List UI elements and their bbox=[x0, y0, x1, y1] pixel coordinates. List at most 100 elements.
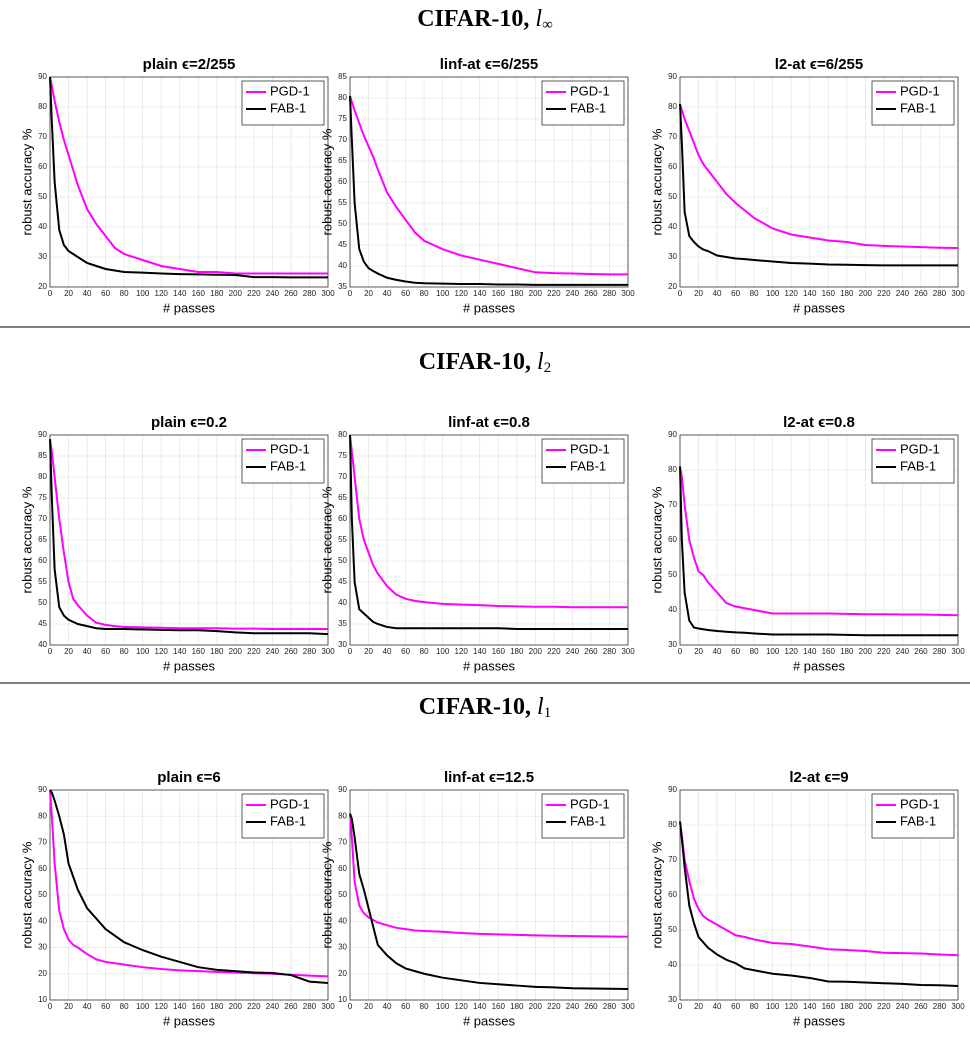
x-tick-label: 240 bbox=[896, 1002, 910, 1011]
y-tick-label: 80 bbox=[668, 465, 677, 474]
x-tick-label: 0 bbox=[48, 647, 53, 656]
x-tick-label: 20 bbox=[364, 289, 373, 298]
legend-label: FAB-1 bbox=[570, 458, 606, 473]
section-norm: l bbox=[537, 694, 544, 720]
y-tick-label: 40 bbox=[668, 960, 677, 969]
x-tick-label: 160 bbox=[192, 647, 206, 656]
x-tick-label: 160 bbox=[492, 647, 506, 656]
x-tick-label: 180 bbox=[840, 289, 854, 298]
y-axis-label: robust accuracy % bbox=[319, 486, 334, 593]
y-tick-label: 65 bbox=[338, 493, 347, 502]
x-tick-label: 100 bbox=[766, 647, 780, 656]
y-tick-label: 90 bbox=[668, 430, 677, 439]
x-tick-label: 120 bbox=[155, 647, 169, 656]
x-tick-label: 20 bbox=[64, 1002, 73, 1011]
legend-label: PGD-1 bbox=[900, 796, 940, 811]
x-tick-label: 300 bbox=[621, 289, 635, 298]
section-norm: l bbox=[537, 349, 544, 375]
x-tick-label: 120 bbox=[785, 647, 799, 656]
chart-title: l2-at ϵ=0.8 bbox=[783, 414, 855, 431]
x-axis-label: # passes bbox=[463, 300, 516, 315]
x-tick-label: 200 bbox=[529, 1002, 543, 1011]
legend-label: FAB-1 bbox=[900, 100, 936, 115]
legend bbox=[541, 793, 625, 839]
x-tick-label: 100 bbox=[436, 289, 450, 298]
x-axis-label: # passes bbox=[163, 1013, 216, 1028]
section-title: CIFAR-10, l2 bbox=[419, 349, 551, 377]
x-tick-label: 240 bbox=[566, 1002, 580, 1011]
x-tick-label: 20 bbox=[694, 1002, 703, 1011]
x-tick-label: 60 bbox=[731, 289, 740, 298]
y-tick-label: 40 bbox=[338, 261, 347, 270]
x-tick-label: 260 bbox=[284, 1002, 298, 1011]
y-tick-label: 75 bbox=[338, 114, 347, 123]
legend-label: FAB-1 bbox=[900, 813, 936, 828]
legend-label: PGD-1 bbox=[270, 441, 310, 456]
legend bbox=[241, 438, 325, 484]
x-tick-label: 140 bbox=[473, 289, 487, 298]
x-axis-label: # passes bbox=[793, 658, 846, 673]
x-tick-label: 240 bbox=[566, 647, 580, 656]
x-tick-label: 220 bbox=[877, 1002, 891, 1011]
legend-label: FAB-1 bbox=[900, 458, 936, 473]
legend bbox=[871, 438, 955, 484]
x-tick-label: 80 bbox=[120, 647, 129, 656]
x-tick-label: 140 bbox=[803, 289, 817, 298]
y-axis-label: robust accuracy % bbox=[19, 841, 34, 948]
x-tick-label: 0 bbox=[678, 647, 683, 656]
chart: 0 20 40 60 80 100 120 140 160 180 200 220 240 260 280 3… bbox=[19, 769, 335, 1028]
legend-label: FAB-1 bbox=[570, 813, 606, 828]
x-tick-label: 120 bbox=[155, 1002, 169, 1011]
y-tick-label: 90 bbox=[38, 430, 47, 439]
x-tick-label: 60 bbox=[401, 289, 410, 298]
y-tick-label: 60 bbox=[338, 514, 347, 523]
x-tick-label: 300 bbox=[951, 289, 965, 298]
x-tick-label: 40 bbox=[83, 289, 92, 298]
x-tick-label: 260 bbox=[584, 647, 598, 656]
y-tick-label: 40 bbox=[668, 605, 677, 614]
x-tick-label: 240 bbox=[266, 647, 280, 656]
chart-title: linf-at ϵ=12.5 bbox=[444, 769, 534, 786]
y-tick-label: 50 bbox=[38, 598, 47, 607]
y-tick-label: 55 bbox=[38, 577, 47, 586]
axes-box bbox=[49, 434, 329, 646]
y-tick-label: 60 bbox=[38, 162, 47, 171]
y-tick-label: 10 bbox=[38, 995, 47, 1004]
y-tick-label: 50 bbox=[338, 219, 347, 228]
x-tick-label: 160 bbox=[192, 1002, 206, 1011]
y-tick-label: 30 bbox=[38, 252, 47, 261]
x-axis-label: # passes bbox=[463, 658, 516, 673]
x-tick-label: 60 bbox=[101, 647, 110, 656]
x-tick-label: 60 bbox=[101, 289, 110, 298]
x-tick-label: 100 bbox=[766, 1002, 780, 1011]
y-axis-label: robust accuracy % bbox=[649, 128, 664, 235]
legend-label: PGD-1 bbox=[270, 83, 310, 98]
axes-box bbox=[349, 76, 629, 288]
y-axis-label: robust accuracy % bbox=[649, 841, 664, 948]
x-axis-label: # passes bbox=[463, 1013, 516, 1028]
x-tick-label: 180 bbox=[210, 1002, 224, 1011]
y-tick-label: 70 bbox=[338, 472, 347, 481]
x-tick-label: 40 bbox=[83, 647, 92, 656]
y-tick-label: 80 bbox=[338, 430, 347, 439]
x-tick-label: 220 bbox=[547, 647, 561, 656]
x-tick-label: 280 bbox=[303, 1002, 317, 1011]
x-tick-label: 20 bbox=[64, 647, 73, 656]
y-tick-label: 40 bbox=[338, 916, 347, 925]
x-tick-label: 280 bbox=[933, 289, 947, 298]
y-tick-label: 70 bbox=[338, 838, 347, 847]
y-tick-label: 70 bbox=[38, 132, 47, 141]
x-axis-label: # passes bbox=[793, 1013, 846, 1028]
y-tick-label: 90 bbox=[38, 72, 47, 81]
x-tick-label: 80 bbox=[750, 289, 759, 298]
x-tick-label: 60 bbox=[731, 647, 740, 656]
y-tick-label: 90 bbox=[668, 72, 677, 81]
legend-label: FAB-1 bbox=[270, 813, 306, 828]
series-line bbox=[679, 821, 959, 987]
chart-title: linf-at ϵ=0.8 bbox=[448, 414, 530, 431]
y-tick-label: 60 bbox=[38, 556, 47, 565]
x-tick-label: 240 bbox=[566, 289, 580, 298]
x-tick-label: 100 bbox=[136, 289, 150, 298]
y-tick-label: 50 bbox=[338, 890, 347, 899]
x-tick-label: 300 bbox=[321, 647, 335, 656]
